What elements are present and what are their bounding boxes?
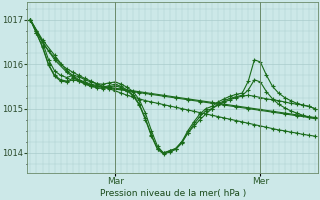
X-axis label: Pression niveau de la mer( hPa ): Pression niveau de la mer( hPa ) bbox=[100, 189, 246, 198]
